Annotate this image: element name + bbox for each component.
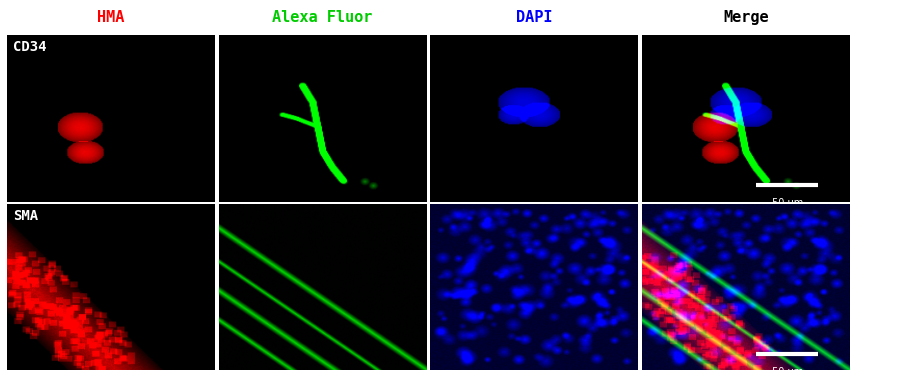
Text: 50 μm: 50 μm bbox=[772, 367, 803, 377]
Text: Merge: Merge bbox=[723, 9, 768, 25]
Text: 50 μm: 50 μm bbox=[772, 199, 803, 208]
Text: DAPI: DAPI bbox=[516, 9, 553, 25]
Text: SMA: SMA bbox=[13, 209, 38, 223]
Text: HMA: HMA bbox=[97, 9, 124, 25]
Text: CD34: CD34 bbox=[13, 40, 46, 54]
Text: Alexa Fluor: Alexa Fluor bbox=[272, 9, 372, 25]
